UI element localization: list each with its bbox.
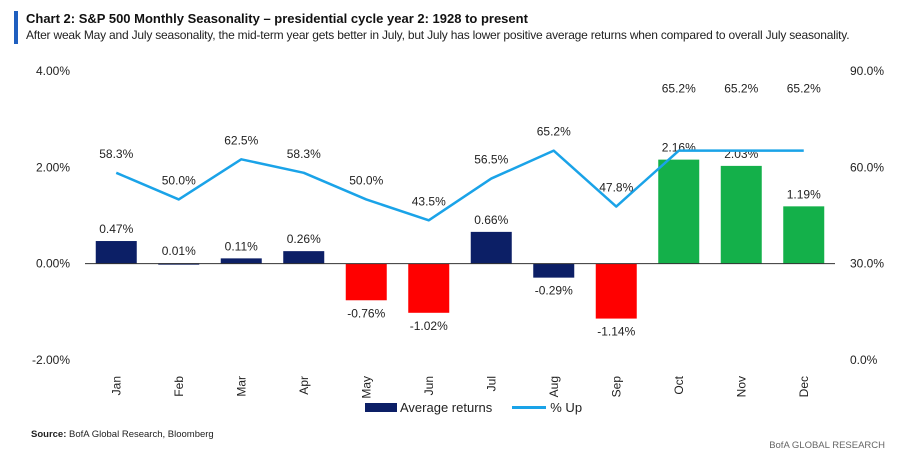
line-value-label: 58.3%	[287, 147, 321, 161]
y-left-tick-label: 0.00%	[36, 257, 70, 271]
y-left-tick-label: 2.00%	[36, 160, 70, 174]
bar-value-label: 0.01%	[162, 244, 196, 258]
y-left-tick-label: -2.00%	[32, 353, 70, 367]
line-value-label: 50.0%	[162, 173, 196, 187]
bar-value-label: -0.29%	[535, 284, 573, 298]
line-value-label: 65.2%	[537, 125, 571, 139]
x-category-label: Oct	[672, 375, 686, 394]
bar-value-label: 0.11%	[225, 239, 258, 253]
line-value-label: 58.3%	[99, 147, 133, 161]
bar-mark	[658, 159, 700, 264]
x-category-label: Jan	[109, 376, 123, 395]
x-category-label: May	[359, 376, 373, 399]
pct-up-line	[115, 149, 804, 222]
y-right-tick-label: 0.0%	[850, 353, 878, 367]
bar-value-label: 2.03%	[724, 147, 758, 161]
y-right-tick-label: 60.0%	[850, 160, 884, 174]
bar-value-label: -1.14%	[597, 325, 635, 339]
line-value-label: 62.5%	[224, 133, 258, 147]
source-label: Source:	[31, 429, 67, 440]
bar-mark	[470, 231, 512, 264]
line-value-label: 56.5%	[474, 153, 508, 167]
line-value-label: 65.2%	[787, 82, 821, 96]
legend-bar-label: Average returns	[400, 400, 493, 416]
y-right-tick-label: 90.0%	[850, 64, 884, 78]
source-text: BofA Global Research, Bloomberg	[69, 429, 214, 440]
y-right-tick-label: 30.0%	[850, 257, 884, 271]
x-category-label: Mar	[234, 376, 248, 397]
line-value-label: 50.0%	[349, 173, 383, 187]
line-value-label: 65.2%	[662, 82, 696, 96]
bar-mark	[595, 263, 637, 319]
x-category-label: Aug	[547, 376, 561, 397]
bar-mark	[783, 206, 825, 264]
bar-mark	[533, 263, 575, 278]
bar-mark	[283, 251, 325, 264]
bar-mark	[345, 263, 387, 301]
x-category-label: Jun	[422, 376, 436, 395]
bar-value-label: 0.66%	[474, 213, 508, 227]
x-category-label: Feb	[172, 376, 186, 397]
x-category-label: Apr	[297, 376, 311, 395]
y-left-tick-label: 4.00%	[36, 64, 70, 78]
bar-value-label: -0.76%	[347, 306, 385, 320]
bar-value-label: 0.26%	[287, 232, 321, 246]
x-category-label: Jul	[484, 376, 498, 391]
chart-title: Chart 2: S&P 500 Monthly Seasonality – p…	[26, 11, 528, 26]
line-value-label: 65.2%	[724, 82, 758, 96]
chart-legend: Average returns % Up	[365, 399, 582, 415]
x-category-label: Dec	[797, 376, 811, 397]
bar-mark	[720, 165, 762, 264]
brand-footer: BofA GLOBAL RESEARCH	[769, 440, 885, 451]
bar-value-label: 1.19%	[787, 187, 821, 201]
bar-mark	[220, 258, 262, 264]
line-value-label: 47.8%	[599, 181, 633, 195]
legend-line-label: % Up	[550, 400, 583, 416]
bar-mark	[95, 241, 137, 264]
x-category-label: Nov	[734, 376, 748, 397]
title-accent-bar	[14, 11, 18, 44]
legend-bar-swatch	[365, 403, 397, 413]
source-note: Source: BofA Global Research, Bloomberg	[31, 429, 214, 440]
line-value-label: 43.5%	[412, 194, 446, 208]
bar-value-label: -1.02%	[410, 319, 448, 333]
bar-value-label: 2.16%	[662, 141, 696, 155]
bar-mark	[408, 263, 450, 313]
chart-subtitle: After weak May and July seasonality, the…	[26, 28, 850, 42]
x-category-label: Sep	[609, 376, 623, 398]
legend-line-swatch	[512, 406, 547, 410]
bar-value-label: 0.47%	[99, 222, 133, 236]
